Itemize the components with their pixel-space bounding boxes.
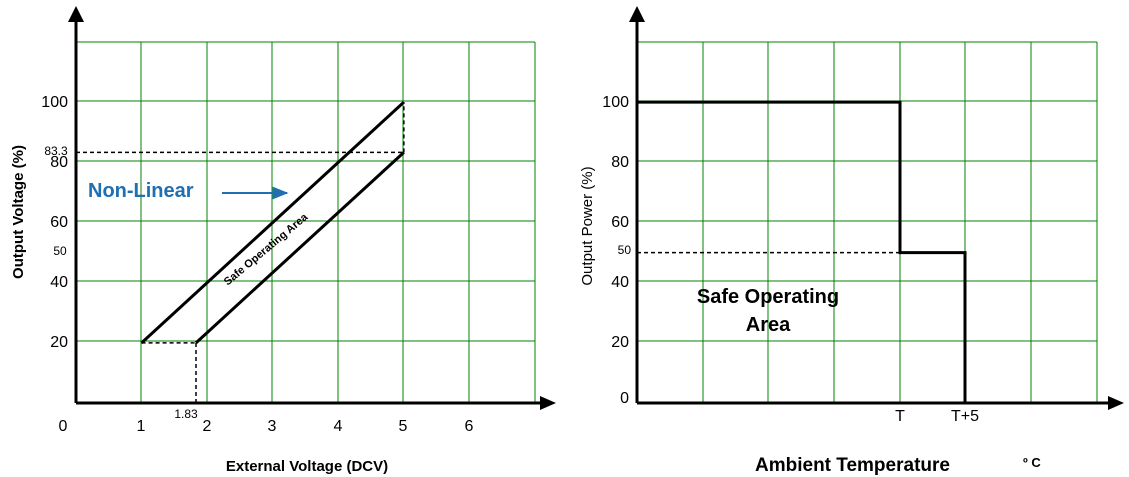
- right-safe-operating-area-line2: Area: [746, 314, 791, 336]
- right-safe-operating-area-line1: Safe Operating: [697, 286, 839, 308]
- left-y-axis-title: Output Voltage (%): [10, 145, 27, 279]
- right-x-tick-t-plus-5: T+5: [951, 408, 979, 425]
- right-x-tick-t: T: [895, 408, 905, 425]
- left-y-tick-40: 40: [50, 274, 68, 291]
- right-y-axis-title: Output Power (%): [579, 166, 596, 285]
- right-chart-grid: [637, 41, 1098, 403]
- right-y-tick-100: 100: [602, 94, 629, 111]
- left-y-tick-60: 60: [50, 214, 68, 231]
- left-x-tick-0: 0: [59, 418, 68, 435]
- left-x-tick-1: 1: [137, 418, 146, 435]
- left-y-tick-20: 20: [50, 334, 68, 351]
- right-chart: 0 20 40 60 80 100 50 T T+5 Ambient Tempe…: [579, 6, 1124, 476]
- non-linear-label: Non-Linear: [88, 180, 194, 202]
- left-x-tick-5: 5: [399, 418, 408, 435]
- right-y-tick-20: 20: [611, 334, 629, 351]
- left-chart: 20 40 60 80 100 83.3 50 0 1 2 3 4 5 6 1.…: [10, 6, 556, 475]
- left-x-tick-3: 3: [268, 418, 277, 435]
- right-x-axis-unit: º C: [1023, 455, 1041, 470]
- right-x-axis-arrowhead: [1108, 396, 1124, 410]
- right-y-tick-80: 80: [611, 154, 629, 171]
- left-x-tick-2: 2: [203, 418, 212, 435]
- left-x-tick-6: 6: [465, 418, 474, 435]
- left-x-label-1-83: 1.83: [174, 407, 198, 421]
- left-y-tick-100: 100: [41, 94, 68, 111]
- left-y-axis-arrowhead: [68, 6, 84, 22]
- left-x-axis-arrowhead: [540, 396, 556, 410]
- right-y-tick-40: 40: [611, 274, 629, 291]
- left-series-lower-line: [194, 151, 405, 344]
- right-y-label-50: 50: [618, 243, 632, 257]
- right-y-tick-0: 0: [620, 390, 629, 407]
- right-x-axis-title: Ambient Temperature: [755, 455, 950, 476]
- right-y-tick-60: 60: [611, 214, 629, 231]
- left-y-label-50: 50: [53, 244, 67, 258]
- left-y-label-83-3: 83.3: [44, 144, 68, 158]
- left-series-upper-line: [140, 101, 405, 344]
- left-x-axis-title: External Voltage (DCV): [226, 458, 388, 475]
- left-x-tick-4: 4: [334, 418, 343, 435]
- right-derating-line: [637, 100, 967, 403]
- left-chart-grid: [76, 41, 536, 403]
- left-y-tick-80: 80: [50, 154, 68, 171]
- right-y-axis-arrowhead: [629, 6, 645, 22]
